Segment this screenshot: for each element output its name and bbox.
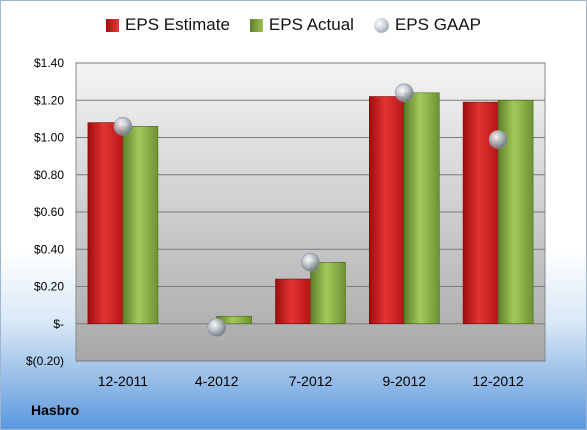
legend-item-estimate: EPS Estimate	[106, 15, 230, 35]
y-tick-label: $0.80	[34, 168, 64, 182]
legend-swatch-estimate	[106, 18, 120, 32]
legend-label-actual: EPS Actual	[268, 15, 354, 34]
marker-eps-gaap	[301, 252, 320, 272]
y-tick-label: $0.40	[34, 242, 64, 256]
y-tick-label: $-	[53, 317, 64, 331]
legend-item-actual: EPS Actual	[249, 15, 354, 35]
bar-eps-estimate	[87, 122, 124, 325]
marker-eps-gaap	[113, 117, 133, 136]
x-tick-label: 4-2012	[195, 373, 239, 389]
gaap-markers	[113, 83, 508, 337]
legend-label-estimate: EPS Estimate	[125, 15, 230, 34]
x-tick-label: 12-2011	[98, 373, 149, 389]
y-tick-label: $1.00	[34, 131, 64, 145]
legend-swatch-actual	[249, 18, 263, 32]
x-tick-label: 7-2012	[289, 373, 333, 389]
y-tick-label: $(0.20)	[26, 354, 64, 368]
bars	[87, 92, 534, 325]
legend: EPS Estimate EPS Actual EPS GAAP	[1, 15, 586, 35]
legend-swatch-gaap	[373, 17, 389, 33]
x-axis: 12-2011 4-2012 7-2012 9-2012 12-2012	[98, 373, 524, 389]
y-tick-label: $0.60	[34, 205, 64, 219]
y-tick-label: $1.20	[34, 93, 64, 107]
legend-label-gaap: EPS GAAP	[394, 15, 481, 34]
marker-eps-gaap	[207, 318, 226, 337]
bar-eps-actual	[122, 126, 159, 325]
marker-eps-gaap	[488, 130, 508, 149]
bar-eps-actual	[403, 92, 440, 325]
bar-eps-estimate	[275, 278, 311, 325]
y-axis: $(0.20) $- $0.20 $0.40 $0.60 $0.80 $1.00 $1.20 $…	[26, 56, 64, 368]
y-tick-label: $1.40	[34, 56, 64, 70]
bar-eps-actual	[310, 261, 346, 325]
legend-item-gaap: EPS GAAP	[373, 15, 481, 35]
bar-eps-estimate	[368, 96, 405, 325]
x-tick-label: 12-2012	[472, 373, 524, 389]
y-tick-label: $0.20	[34, 280, 64, 294]
company-name: Hasbro	[31, 402, 80, 418]
x-tick-label: 9-2012	[383, 373, 427, 389]
marker-eps-gaap	[394, 83, 414, 103]
